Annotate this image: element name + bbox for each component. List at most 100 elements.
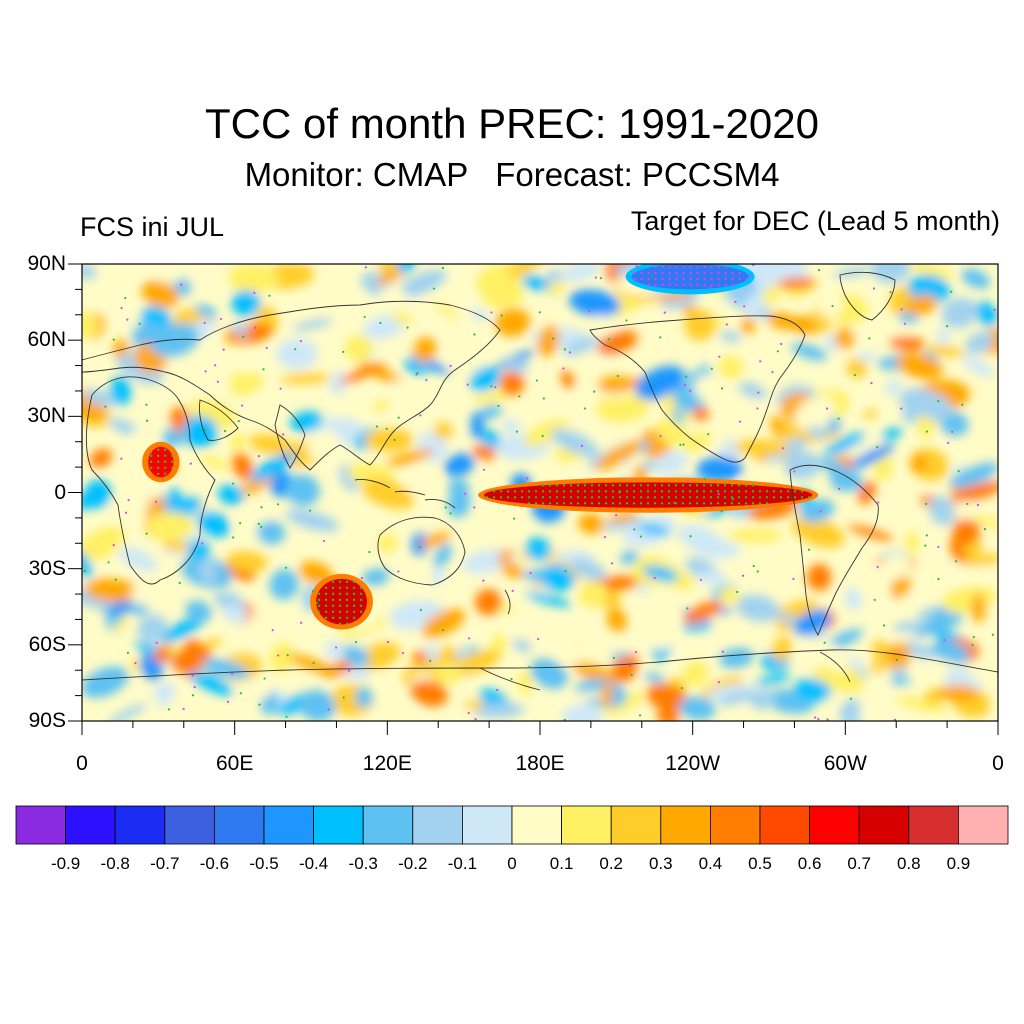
field-patch bbox=[213, 591, 245, 611]
field-patch bbox=[82, 666, 129, 698]
field-patch bbox=[719, 331, 742, 342]
significance-dot bbox=[331, 580, 335, 584]
significance-dot bbox=[738, 271, 741, 275]
significance-dot bbox=[146, 419, 149, 422]
significance-dot bbox=[903, 322, 907, 325]
field-patch bbox=[606, 607, 627, 632]
significance-dot bbox=[345, 592, 349, 596]
field-patch bbox=[895, 353, 944, 379]
significance-dot bbox=[675, 271, 678, 275]
significance-dot bbox=[826, 718, 829, 721]
significance-dot bbox=[702, 490, 706, 493]
significance-dot bbox=[576, 496, 580, 499]
significance-dot bbox=[618, 484, 622, 487]
significance-dot bbox=[756, 407, 759, 410]
significance-dot bbox=[654, 277, 657, 281]
colorbar-swatch bbox=[65, 805, 116, 845]
field-patch bbox=[421, 609, 466, 638]
significance-dot bbox=[331, 586, 335, 590]
significance-dot bbox=[593, 390, 596, 393]
significance-dot bbox=[689, 265, 692, 269]
significance-dot bbox=[716, 484, 720, 487]
colorbar-label: -0.5 bbox=[249, 854, 279, 873]
significance-dot bbox=[515, 430, 519, 433]
significance-dot bbox=[597, 496, 601, 499]
significance-dot bbox=[771, 371, 774, 374]
significance-dot bbox=[322, 539, 326, 543]
field-patch bbox=[361, 478, 415, 510]
field-patch bbox=[226, 264, 280, 294]
significance-dot bbox=[510, 677, 513, 681]
x-tick-label: 60E bbox=[215, 752, 254, 775]
significance-dot bbox=[401, 651, 405, 655]
significance-dot bbox=[282, 433, 285, 436]
significance-dot bbox=[331, 610, 335, 614]
significance-dot bbox=[625, 490, 629, 493]
significance-dot bbox=[268, 294, 271, 297]
field-patch bbox=[684, 600, 723, 624]
significance-dot bbox=[271, 629, 274, 632]
significance-dot bbox=[737, 490, 741, 493]
significance-dot bbox=[776, 350, 780, 353]
significance-dot bbox=[352, 580, 356, 584]
significance-dot bbox=[680, 686, 683, 690]
significance-dot bbox=[345, 586, 349, 590]
field-patch bbox=[182, 415, 218, 448]
field-patch bbox=[185, 600, 212, 623]
field-patch bbox=[603, 516, 643, 531]
significance-dot bbox=[659, 336, 662, 339]
significance-dot bbox=[155, 641, 158, 644]
field-patch bbox=[329, 371, 348, 395]
significance-dot bbox=[222, 348, 225, 351]
significance-dot bbox=[474, 718, 477, 721]
significance-dot bbox=[163, 454, 167, 457]
significance-dot bbox=[590, 502, 594, 505]
significance-dot bbox=[156, 460, 160, 463]
colorbar-label: 0 bbox=[507, 854, 517, 873]
significance-dot bbox=[717, 265, 720, 269]
significance-dot bbox=[751, 496, 755, 499]
colorbar-swatch bbox=[362, 805, 414, 845]
significance-dot bbox=[360, 576, 364, 580]
significance-dot bbox=[632, 490, 636, 493]
field-patch bbox=[130, 585, 153, 605]
significance-dot bbox=[534, 496, 538, 499]
significance-dot bbox=[674, 496, 678, 499]
significance-dot bbox=[355, 640, 358, 644]
significance-dot bbox=[418, 545, 421, 549]
map-subtitle: Monitor: CMAP Forecast: PCCSM4 bbox=[244, 156, 780, 193]
significance-dot bbox=[468, 637, 471, 640]
y-tick-label: 90N bbox=[27, 252, 66, 275]
colorbar-swatch bbox=[263, 805, 314, 845]
significance-dot bbox=[696, 265, 699, 269]
significance-dot bbox=[359, 586, 363, 590]
significance-dot bbox=[947, 441, 950, 445]
significance-dot bbox=[737, 502, 741, 505]
significance-dot bbox=[682, 277, 685, 281]
significance-dot bbox=[758, 496, 762, 499]
significance-dot bbox=[849, 697, 852, 700]
field-patch bbox=[937, 327, 951, 345]
field-patch bbox=[684, 309, 716, 341]
significance-dot bbox=[674, 502, 678, 505]
significance-dot bbox=[659, 435, 662, 438]
significance-dot bbox=[807, 496, 811, 499]
significance-dot bbox=[345, 610, 349, 614]
significance-dot bbox=[937, 399, 940, 403]
field-patch bbox=[82, 587, 114, 610]
significance-dot bbox=[793, 496, 797, 499]
significance-dot bbox=[647, 277, 650, 281]
field-patch bbox=[642, 565, 679, 582]
field-patch bbox=[546, 280, 567, 295]
significance-dot bbox=[563, 718, 566, 721]
significance-dot bbox=[993, 308, 996, 311]
significance-dot bbox=[506, 490, 510, 493]
significance-dot bbox=[300, 621, 303, 624]
significance-dot bbox=[317, 592, 321, 596]
x-tick-label: 180E bbox=[515, 752, 565, 775]
significance-dot bbox=[731, 498, 735, 501]
significance-dot bbox=[654, 271, 657, 275]
field-patch bbox=[558, 264, 601, 283]
field-patch bbox=[871, 640, 889, 660]
field-patch bbox=[791, 516, 845, 548]
